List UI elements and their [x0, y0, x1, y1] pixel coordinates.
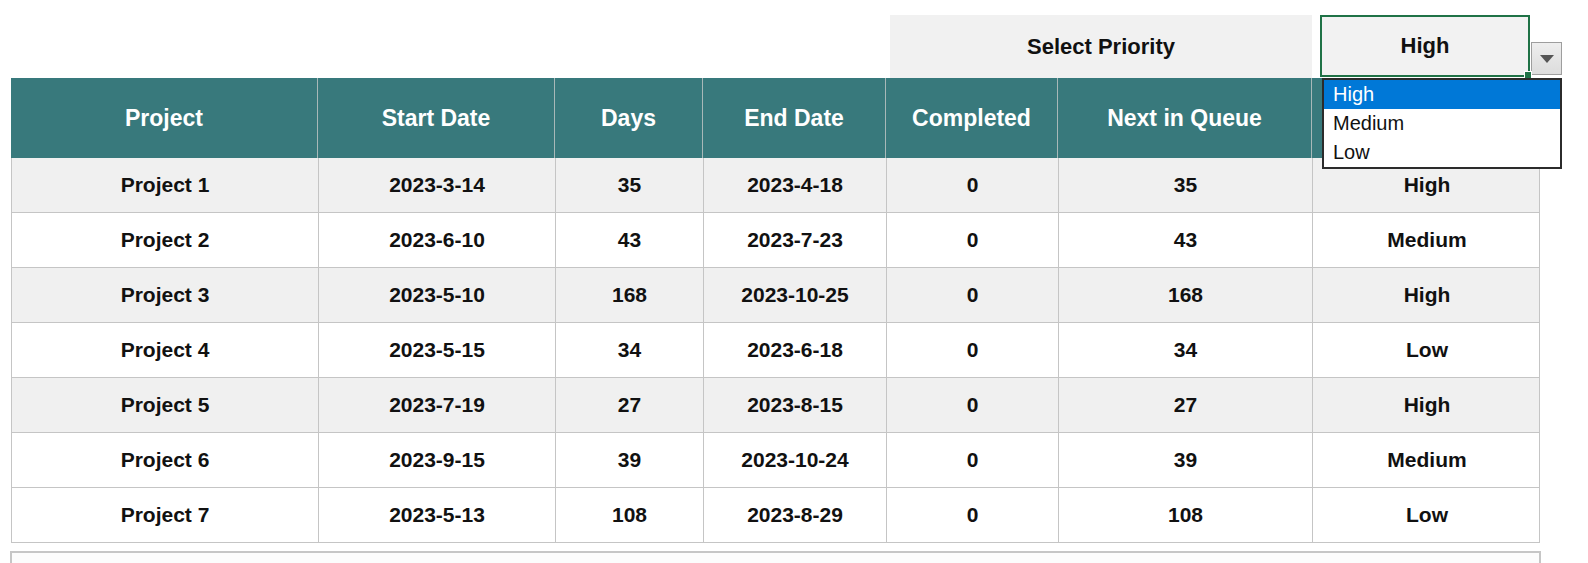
table-cell[interactable]: Low: [1313, 323, 1541, 377]
table-row: Project 72023-5-131082023-8-290108Low: [12, 488, 1539, 543]
priority-dropdown-list: HighMediumLow: [1322, 78, 1562, 169]
select-priority-label: Select Priority: [1027, 34, 1175, 60]
table-cell[interactable]: Project 7: [12, 488, 319, 542]
table-cell[interactable]: Project 6: [12, 433, 319, 487]
table-cell[interactable]: 34: [556, 323, 704, 377]
table-cell[interactable]: 2023-5-13: [319, 488, 556, 542]
table-cell[interactable]: 0: [887, 433, 1059, 487]
priority-selected-cell[interactable]: High: [1320, 15, 1530, 77]
table-cell[interactable]: 2023-3-14: [319, 158, 556, 212]
table-row: Project 62023-9-15392023-10-24039Medium: [12, 433, 1539, 488]
table-cell[interactable]: 0: [887, 323, 1059, 377]
header-cell: Completed: [886, 78, 1058, 158]
table-cell[interactable]: 35: [556, 158, 704, 212]
header-cell: Days: [555, 78, 703, 158]
table-cell[interactable]: 0: [887, 158, 1059, 212]
table-cell[interactable]: 43: [556, 213, 704, 267]
table-cell[interactable]: 108: [556, 488, 704, 542]
table-cell[interactable]: 2023-6-10: [319, 213, 556, 267]
dropdown-option-high[interactable]: High: [1324, 80, 1560, 109]
table-cell[interactable]: Low: [1313, 488, 1541, 542]
table-row: Project 22023-6-10432023-7-23043Medium: [12, 213, 1539, 268]
table-cell[interactable]: 2023-4-18: [704, 158, 887, 212]
table-row: Project 12023-3-14352023-4-18035High: [12, 158, 1539, 213]
table-row: Project 42023-5-15342023-6-18034Low: [12, 323, 1539, 378]
bottom-partial-row: [10, 551, 1541, 563]
table-cell[interactable]: Project 4: [12, 323, 319, 377]
table-cell[interactable]: Project 1: [12, 158, 319, 212]
header-cell: Start Date: [318, 78, 555, 158]
table-cell[interactable]: 2023-10-24: [704, 433, 887, 487]
table-row: Project 52023-7-19272023-8-15027High: [12, 378, 1539, 433]
table-cell[interactable]: 34: [1059, 323, 1313, 377]
spreadsheet-view: Select Priority High ProjectStart DateDa…: [0, 0, 1588, 563]
table-cell[interactable]: 0: [887, 488, 1059, 542]
table-cell[interactable]: Project 5: [12, 378, 319, 432]
dropdown-arrow-button[interactable]: [1531, 42, 1562, 75]
projects-table: ProjectStart DateDaysEnd DateCompletedNe…: [11, 78, 1540, 543]
table-cell[interactable]: 39: [556, 433, 704, 487]
table-cell[interactable]: 39: [1059, 433, 1313, 487]
table-body: Project 12023-3-14352023-4-18035HighProj…: [11, 158, 1540, 543]
header-cell: Project: [11, 78, 318, 158]
priority-selected-value: High: [1401, 33, 1450, 59]
table-cell[interactable]: 0: [887, 213, 1059, 267]
table-cell[interactable]: Medium: [1313, 433, 1541, 487]
table-cell[interactable]: 2023-5-15: [319, 323, 556, 377]
dropdown-option-low[interactable]: Low: [1324, 138, 1560, 167]
table-cell[interactable]: Project 3: [12, 268, 319, 322]
header-cell: Next in Queue: [1058, 78, 1312, 158]
table-cell[interactable]: 43: [1059, 213, 1313, 267]
table-cell[interactable]: 2023-10-25: [704, 268, 887, 322]
table-cell[interactable]: 27: [556, 378, 704, 432]
table-cell[interactable]: 2023-8-29: [704, 488, 887, 542]
table-cell[interactable]: 2023-7-23: [704, 213, 887, 267]
table-cell[interactable]: Project 2: [12, 213, 319, 267]
table-cell[interactable]: 35: [1059, 158, 1313, 212]
table-header-row: ProjectStart DateDaysEnd DateCompletedNe…: [11, 78, 1540, 158]
table-cell[interactable]: 0: [887, 268, 1059, 322]
table-row: Project 32023-5-101682023-10-250168High: [12, 268, 1539, 323]
table-cell[interactable]: 108: [1059, 488, 1313, 542]
table-cell[interactable]: 0: [887, 378, 1059, 432]
select-priority-label-cell: Select Priority: [890, 15, 1312, 78]
table-cell[interactable]: High: [1313, 378, 1541, 432]
table-cell[interactable]: 168: [556, 268, 704, 322]
table-cell[interactable]: 2023-8-15: [704, 378, 887, 432]
table-cell[interactable]: 2023-7-19: [319, 378, 556, 432]
header-cell: End Date: [703, 78, 886, 158]
table-cell[interactable]: Medium: [1313, 213, 1541, 267]
chevron-down-icon: [1540, 55, 1554, 63]
dropdown-option-medium[interactable]: Medium: [1324, 109, 1560, 138]
table-cell[interactable]: 2023-9-15: [319, 433, 556, 487]
table-cell[interactable]: 27: [1059, 378, 1313, 432]
table-cell[interactable]: High: [1313, 268, 1541, 322]
table-cell[interactable]: 2023-5-10: [319, 268, 556, 322]
table-cell[interactable]: 2023-6-18: [704, 323, 887, 377]
table-cell[interactable]: 168: [1059, 268, 1313, 322]
